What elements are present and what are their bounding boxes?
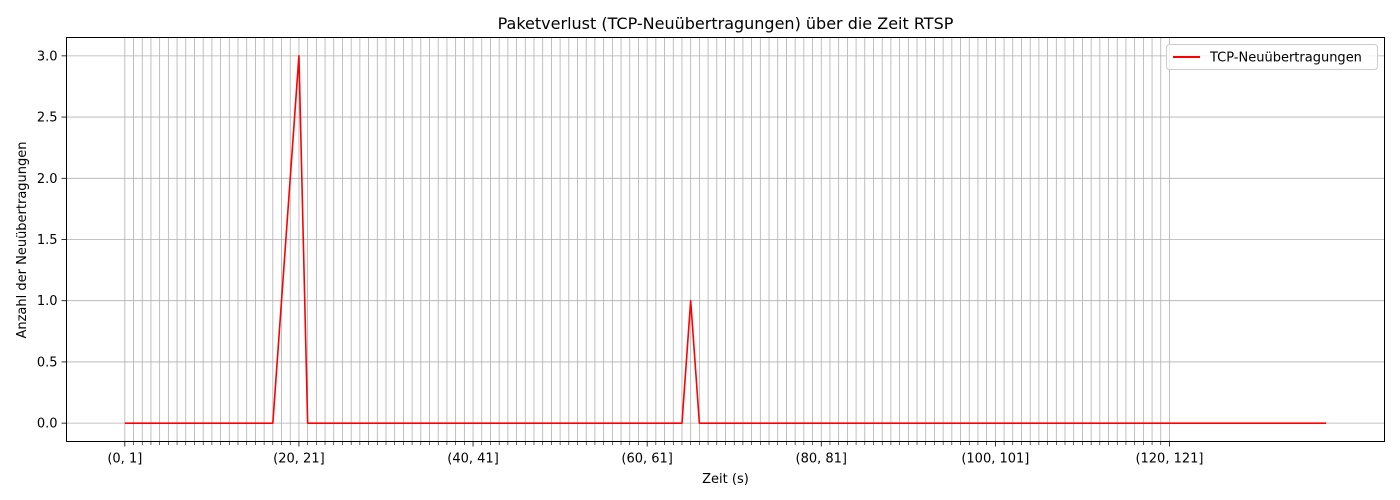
x-tick-label: (60, 61] — [621, 452, 673, 467]
y-axis-label: Anzahl der Neuübertragungen — [15, 141, 30, 338]
x-tick-label: (40, 41] — [447, 452, 499, 467]
x-axis-ticks: (0, 1] (20, 21] (40, 41] (60, 61] (80, 81] (1… — [107, 441, 1203, 467]
y-tick-label: 0.5 — [37, 355, 58, 370]
x-axis-label: Zeit (s) — [702, 472, 749, 487]
series-line — [124, 55, 1327, 424]
x-tick-label: (80, 81] — [796, 452, 848, 467]
chart-title: Paketverlust (TCP-Neuübertragungen) über… — [498, 14, 954, 33]
legend: TCP-Neuübertragungen — [1166, 44, 1378, 70]
y-axis-ticks: 0.0 0.5 1.0 1.5 2.0 2.5 3.0 — [37, 49, 67, 432]
x-tick-label: (120, 121] — [1135, 452, 1203, 467]
x-tick-label: (20, 21] — [273, 452, 325, 467]
y-tick-label: 0.0 — [37, 417, 58, 432]
legend-label: TCP-Neuübertragungen — [1209, 51, 1362, 66]
series-lines — [124, 55, 1327, 424]
y-tick-label: 2.0 — [37, 172, 58, 187]
y-tick-label: 1.5 — [37, 233, 58, 248]
x-tick-label: (0, 1] — [107, 452, 142, 467]
y-tick-label: 3.0 — [37, 49, 58, 64]
y-tick-label: 1.0 — [37, 294, 58, 309]
y-tick-label: 2.5 — [37, 111, 58, 126]
legend-box — [1166, 44, 1378, 70]
x-tick-label: (100, 101] — [961, 452, 1029, 467]
